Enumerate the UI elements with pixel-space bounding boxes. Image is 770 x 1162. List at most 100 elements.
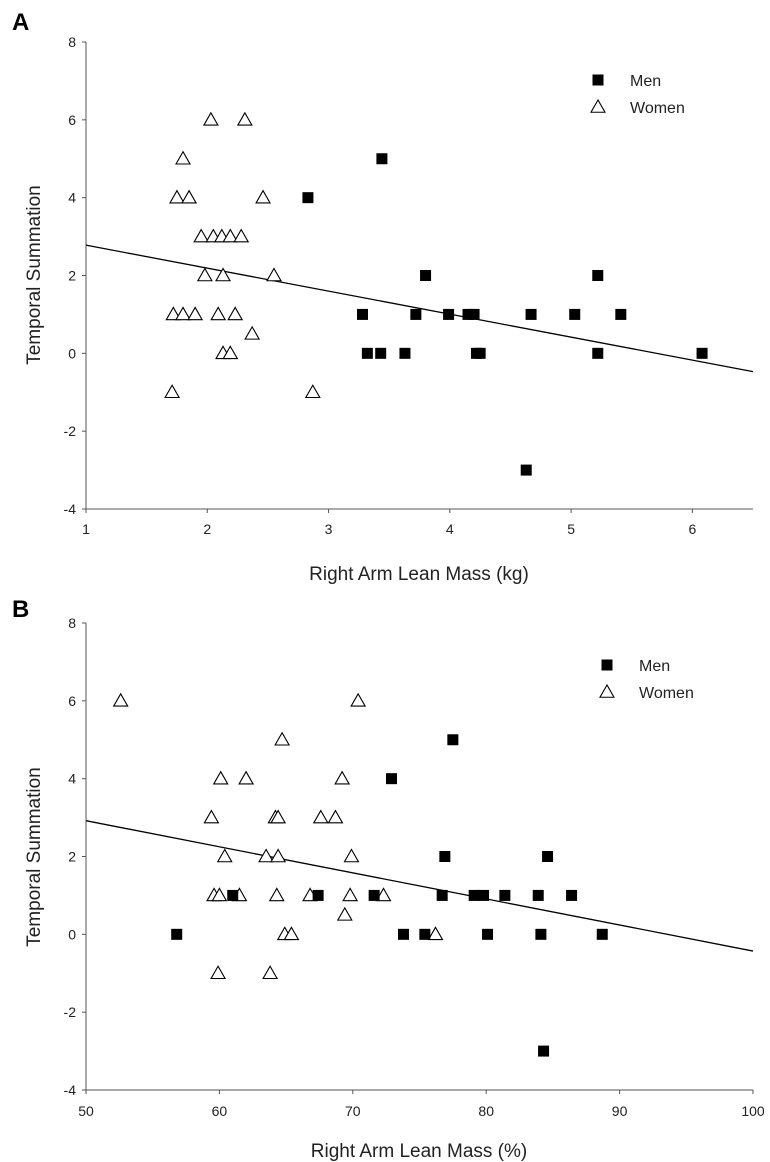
x-tick-label: 3 xyxy=(325,521,333,537)
data-point-women xyxy=(266,267,282,282)
data-point-men xyxy=(227,889,239,901)
data-point-women xyxy=(210,306,227,321)
panel-b: B -4 -2 0 2 4 6 8 50 60 70 80 90 100 Men Women Right … xyxy=(12,596,765,1162)
data-point-men xyxy=(312,889,324,901)
legend-marker-women xyxy=(599,683,615,698)
y-tick-label: -4 xyxy=(64,1082,77,1098)
data-point-women xyxy=(312,809,329,824)
x-tick-label: 6 xyxy=(688,521,696,537)
trendline-a xyxy=(85,244,754,373)
data-point-women xyxy=(343,848,360,863)
data-point-men xyxy=(592,347,604,359)
marks-a xyxy=(164,111,708,476)
data-point-women xyxy=(238,770,255,785)
data-point-men xyxy=(443,308,455,320)
data-point-men xyxy=(375,347,387,359)
x-axis-title-a: Right Arm Lean Mass (kg) xyxy=(309,564,529,585)
x-tick-label: 5 xyxy=(567,521,575,537)
data-point-men xyxy=(696,347,708,359)
data-point-men xyxy=(482,928,494,940)
data-point-women xyxy=(112,692,129,707)
data-point-men xyxy=(385,773,397,785)
data-point-women xyxy=(270,848,287,863)
data-point-women xyxy=(202,111,219,126)
data-point-women xyxy=(327,809,344,824)
y-tick-label: 4 xyxy=(68,771,76,787)
data-point-women xyxy=(222,345,239,360)
data-point-women xyxy=(216,848,233,863)
data-point-women xyxy=(268,887,285,902)
y-tick-label: 2 xyxy=(68,849,76,865)
y-axis-title-b: Temporal Summation xyxy=(24,767,45,947)
x-tick-label: 70 xyxy=(345,1103,361,1119)
data-point-men xyxy=(535,928,547,940)
data-point-women xyxy=(258,848,275,863)
data-point-men xyxy=(474,347,486,359)
y-tick-label: 6 xyxy=(68,112,76,128)
data-point-men xyxy=(368,889,380,901)
x-axis-title-b: Right Arm Lean Mass (%) xyxy=(311,1141,527,1162)
y-tick-label: -2 xyxy=(64,1004,77,1020)
data-point-women xyxy=(283,926,300,941)
data-point-women xyxy=(304,384,321,399)
data-point-women xyxy=(181,189,198,204)
x-tick-label: 4 xyxy=(446,521,454,537)
legend-label-men: Men xyxy=(630,73,661,90)
legend-label-women: Women xyxy=(630,100,685,117)
x-tick-label: 60 xyxy=(212,1103,228,1119)
data-point-women xyxy=(187,306,204,321)
x-tick-label: 100 xyxy=(741,1103,765,1119)
data-point-men xyxy=(542,851,554,862)
data-point-men xyxy=(468,889,480,901)
legend-b: Men Women xyxy=(599,658,694,702)
data-point-women xyxy=(169,189,185,204)
data-point-men xyxy=(376,153,388,165)
y-tick-label: 0 xyxy=(68,926,76,942)
data-point-women xyxy=(244,325,261,340)
data-point-men xyxy=(592,270,604,281)
data-point-men xyxy=(302,192,314,204)
data-point-women xyxy=(164,384,181,399)
data-point-men xyxy=(399,347,411,359)
data-point-women xyxy=(336,906,353,921)
data-point-men xyxy=(525,308,537,320)
data-point-women xyxy=(270,809,287,824)
legend-marker-women xyxy=(590,98,606,113)
data-point-women xyxy=(215,267,231,282)
data-point-women xyxy=(342,887,359,902)
trendline xyxy=(85,244,754,373)
data-point-men xyxy=(357,308,369,320)
y-axis-title-a: Temporal Summation xyxy=(24,185,45,365)
data-point-women xyxy=(227,306,244,321)
data-point-women xyxy=(175,306,191,321)
y-tick-label: -2 xyxy=(64,423,77,439)
data-point-women xyxy=(196,267,213,282)
data-point-men xyxy=(420,270,432,281)
data-point-men xyxy=(478,889,490,901)
data-point-women xyxy=(193,228,210,243)
marks-b xyxy=(112,692,608,1057)
legend-a: Men Women xyxy=(590,73,685,117)
trendline xyxy=(85,820,754,952)
data-point-women xyxy=(255,189,272,204)
y-tick-label: 4 xyxy=(68,190,76,206)
y-tick-label: 0 xyxy=(68,345,76,361)
data-point-men xyxy=(596,928,608,940)
x-tick-label: 2 xyxy=(203,521,211,537)
data-point-men xyxy=(436,889,448,901)
data-point-women xyxy=(236,111,253,126)
data-point-women xyxy=(211,887,228,902)
data-point-women xyxy=(350,692,367,707)
data-point-men xyxy=(439,851,451,862)
data-point-women xyxy=(222,228,239,243)
panel-letter-b: B xyxy=(12,596,29,623)
data-point-men xyxy=(468,308,480,320)
y-tick-label: 2 xyxy=(68,268,76,284)
data-point-women xyxy=(427,926,444,941)
y-tick-label: 6 xyxy=(68,693,76,709)
ticks-b: -4 -2 0 2 4 6 8 50 60 70 80 90 100 xyxy=(64,615,765,1119)
panel-a: A -4 -2 0 2 4 6 8 1 2 3 4 5 6 Men Women Right Arm Lea… xyxy=(12,9,754,585)
data-point-men xyxy=(462,308,474,320)
